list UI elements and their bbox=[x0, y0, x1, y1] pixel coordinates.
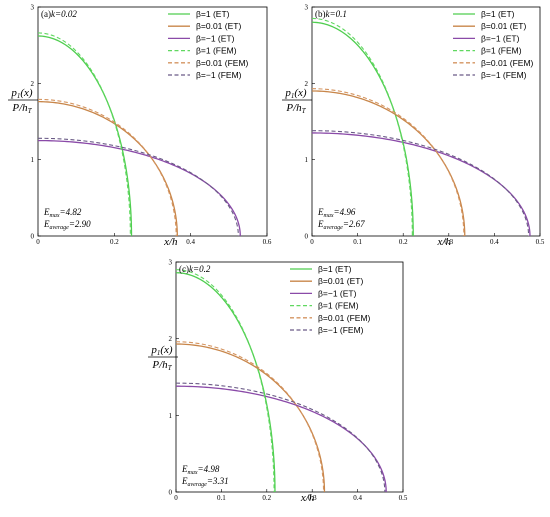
x-tick-label: 0 bbox=[174, 494, 178, 502]
series-line-bm1_fem bbox=[312, 130, 530, 236]
series-line-b1 bbox=[176, 272, 276, 492]
series-line-b001 bbox=[38, 101, 178, 236]
series-line-b001 bbox=[176, 343, 326, 492]
y-tick-label: 0 bbox=[305, 233, 309, 241]
x-tick-label: 0.2 bbox=[110, 238, 119, 246]
legend-label: β=1 (ET) bbox=[481, 9, 515, 19]
x-tick-label: 0.2 bbox=[262, 494, 271, 502]
series-line-b1_fem bbox=[176, 269, 275, 492]
series-line-b001_fem bbox=[312, 88, 465, 236]
series-line-b1 bbox=[38, 35, 133, 236]
legend-label: β=0.01 (ET) bbox=[481, 21, 526, 31]
x-tick-label: 0.4 bbox=[490, 238, 499, 246]
y-tick-label: 0 bbox=[169, 489, 173, 497]
legend: β=1 (ET) β=0.01 (ET) β=−1 (ET) β=1 (FEM) β=0… bbox=[290, 264, 371, 335]
plot-frame bbox=[311, 6, 541, 237]
legend-label: β=0.01 (ET) bbox=[318, 276, 363, 286]
series-line-b001 bbox=[312, 90, 466, 236]
plot-frame bbox=[37, 6, 268, 237]
series-line-bm1_fem bbox=[38, 137, 239, 236]
y-tick-label: 2 bbox=[31, 80, 35, 88]
y-label-denominator: P/hT bbox=[285, 102, 306, 115]
series-line-b001_fem bbox=[38, 98, 177, 236]
legend-label: β=0.01 (FEM) bbox=[481, 58, 534, 68]
plot-frame bbox=[175, 261, 404, 493]
series-line-b1_fem bbox=[38, 32, 131, 236]
y-label-numerator: p1(x) bbox=[150, 344, 173, 357]
chart-panel-a: 0 0.2 0.4 0.6 0 1 2 3 (a)k=0.02 β=1 (ET) β=0.01 (E… bbox=[8, 4, 272, 248]
y-tick-label: 1 bbox=[31, 156, 35, 164]
y-label-numerator: p1(x) bbox=[284, 87, 307, 100]
curves bbox=[38, 32, 241, 236]
y-tick-label: 2 bbox=[169, 335, 173, 343]
y-label-denominator: P/hT bbox=[11, 102, 32, 115]
y-tick-label: 0 bbox=[31, 233, 35, 241]
y-tick-label: 3 bbox=[169, 259, 173, 267]
x-tick-label: 0.4 bbox=[353, 494, 362, 502]
legend-label: β=1 (FEM) bbox=[481, 46, 522, 56]
x-tick-label: 0.3 bbox=[308, 494, 317, 502]
series-line-b1_fem bbox=[312, 17, 413, 236]
emax-note: Emax=4.82 bbox=[43, 207, 82, 219]
x-tick-label: 0.5 bbox=[536, 238, 545, 246]
x-tick-label: 0.1 bbox=[217, 494, 226, 502]
emax-note: Emax=4.98 bbox=[181, 464, 220, 476]
panel-title: (b)k=0.1 bbox=[315, 9, 347, 19]
y-label-numerator: p1(x) bbox=[10, 87, 33, 100]
legend: β=1 (ET) β=0.01 (ET) β=−1 (ET) β=1 (FEM) β=0… bbox=[453, 9, 534, 80]
y-tick-label: 2 bbox=[305, 80, 309, 88]
legend-label: β=0.01 (ET) bbox=[196, 21, 241, 31]
legend-label: β=−1 (ET) bbox=[196, 33, 235, 43]
legend-label: β=−1 (FEM) bbox=[481, 70, 527, 80]
series-line-bm1 bbox=[38, 139, 241, 236]
y-axis-label: p1(x) P/hT bbox=[148, 344, 178, 372]
chart-panel-b: 0 0.1 0.2 0.3 0.4 0.5 0 1 2 3 (b)k=0.1 β=1 (ET) β=0.… bbox=[282, 4, 545, 248]
x-axis-label: x/h bbox=[300, 492, 315, 504]
y-tick-label: 3 bbox=[31, 4, 35, 12]
legend-label: β=−1 (FEM) bbox=[196, 70, 242, 80]
x-tick-label: 0.2 bbox=[399, 238, 408, 246]
y-tick-label: 1 bbox=[305, 156, 309, 164]
y-axis-label: p1(x) P/hT bbox=[282, 87, 312, 115]
y-label-denominator: P/hT bbox=[151, 359, 172, 372]
legend-label: β=−1 (ET) bbox=[481, 33, 520, 43]
legend-label: β=−1 (ET) bbox=[318, 288, 357, 298]
eavg-note: Eaverage=3.31 bbox=[181, 476, 229, 488]
x-tick-label: 0.1 bbox=[353, 238, 362, 246]
emax-note: Emax=4.96 bbox=[317, 207, 356, 219]
x-tick-label: 0 bbox=[36, 238, 40, 246]
eavg-note: Eaverage=2.90 bbox=[43, 219, 91, 231]
series-line-b1 bbox=[312, 21, 414, 236]
series-line-bm1 bbox=[176, 385, 387, 492]
panel-title: (a)k=0.02 bbox=[41, 9, 77, 19]
chart-panel-c: 0 0.1 0.2 0.3 0.4 0.5 0 1 2 3 (c)k=0.2 β=1 (ET) β=0.… bbox=[148, 259, 408, 504]
y-tick-label: 1 bbox=[169, 412, 173, 420]
series-line-bm1 bbox=[312, 132, 531, 236]
y-axis-label: p1(x) P/hT bbox=[8, 87, 38, 115]
x-tick-label: 0.4 bbox=[186, 238, 195, 246]
x-tick-label: 0.6 bbox=[263, 238, 272, 246]
legend-label: β=−1 (FEM) bbox=[318, 325, 364, 335]
legend-label: β=1 (FEM) bbox=[318, 301, 359, 311]
legend-label: β=0.01 (FEM) bbox=[196, 58, 249, 68]
eavg-note: Eaverage=2.67 bbox=[317, 219, 365, 231]
x-axis-label: x/h bbox=[437, 236, 452, 248]
x-tick-label: 0 bbox=[310, 238, 314, 246]
curves bbox=[176, 269, 387, 492]
x-tick-label: 0.3 bbox=[444, 238, 453, 246]
x-axis-label: x/h bbox=[163, 236, 178, 248]
legend-label: β=1 (FEM) bbox=[196, 46, 237, 56]
legend-label: β=1 (ET) bbox=[196, 9, 230, 19]
x-tick-label: 0.5 bbox=[399, 494, 408, 502]
legend: β=1 (ET) β=0.01 (ET) β=−1 (ET) β=1 (FEM) β=0… bbox=[168, 9, 249, 80]
y-tick-label: 3 bbox=[305, 4, 309, 12]
panel-title: (c)k=0.2 bbox=[179, 264, 211, 274]
legend-label: β=1 (ET) bbox=[318, 264, 352, 274]
curves bbox=[312, 17, 531, 236]
legend-label: β=0.01 (FEM) bbox=[318, 313, 371, 323]
series-line-bm1_fem bbox=[176, 382, 386, 492]
